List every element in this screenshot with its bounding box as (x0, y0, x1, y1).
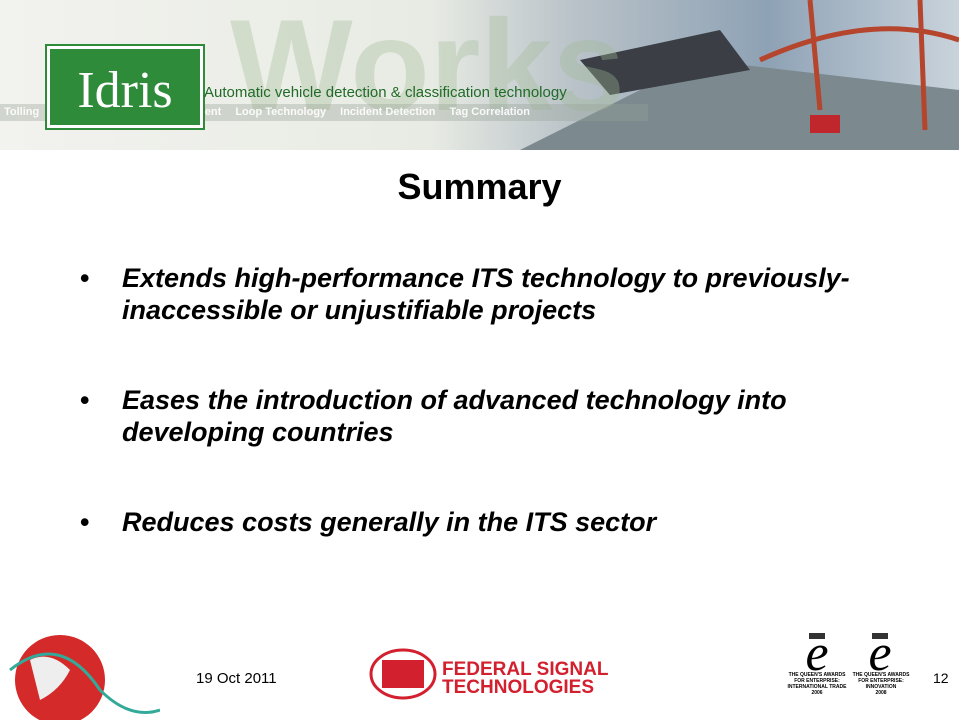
company-line: TECHNOLOGIES (442, 679, 608, 697)
award-emblems: e e (785, 625, 915, 675)
bullet-list: Extends high-performance ITS technology … (80, 262, 880, 596)
slide-title: Summary (0, 166, 959, 208)
company-logo (368, 648, 438, 700)
globe-icon (0, 630, 160, 720)
keyword: Tag Correlation (450, 106, 530, 118)
page-number: 12 (933, 670, 949, 686)
svg-text:e: e (805, 625, 828, 675)
banner: Works TollingRed Light & Speed Enforceme… (0, 0, 959, 150)
bullet: Reduces costs generally in the ITS secto… (80, 506, 880, 538)
keyword: Tolling (4, 106, 39, 118)
logo: Idris (47, 46, 203, 128)
award-line: 2008 (851, 690, 911, 696)
svg-text:e: e (868, 625, 891, 675)
bullet: Extends high-performance ITS technology … (80, 262, 880, 326)
tagline: Automatic vehicle detection & classifica… (204, 84, 567, 101)
bullet: Eases the introduction of advanced techn… (80, 384, 880, 448)
slide: Works TollingRed Light & Speed Enforceme… (0, 0, 959, 720)
keyword: Loop Technology (235, 106, 326, 118)
company-name: FEDERAL SIGNAL TECHNOLOGIES (442, 661, 608, 697)
date: 19 Oct 2011 (196, 670, 277, 687)
award-line: 2006 (787, 690, 847, 696)
keyword: Incident Detection (340, 106, 435, 118)
